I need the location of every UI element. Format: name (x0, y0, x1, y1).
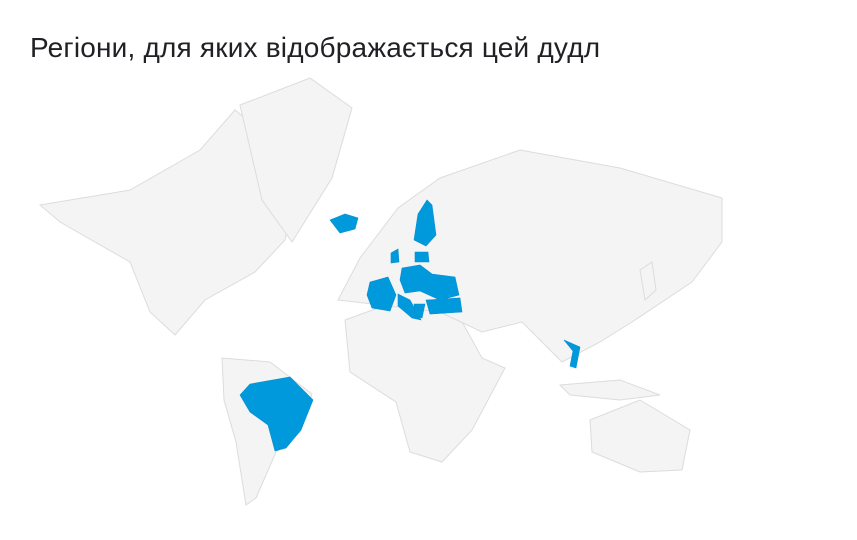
region-finland (413, 199, 437, 247)
indonesia (558, 379, 661, 401)
north-america (38, 109, 301, 336)
page-title: Регіони, для яких відображається цей дуд… (30, 32, 601, 63)
highlighted-regions (239, 199, 581, 452)
region-brazil (239, 376, 314, 452)
region-greece (413, 303, 426, 319)
region-france (366, 276, 397, 312)
australia (589, 399, 691, 473)
region-iceland (329, 213, 359, 234)
region-vietnam (563, 339, 581, 369)
region-central-east-europe (399, 264, 460, 301)
japan (639, 261, 657, 301)
region-turkey (425, 297, 463, 315)
region-latvia (414, 251, 430, 263)
region-denmark (390, 248, 400, 264)
greenland (239, 77, 353, 243)
